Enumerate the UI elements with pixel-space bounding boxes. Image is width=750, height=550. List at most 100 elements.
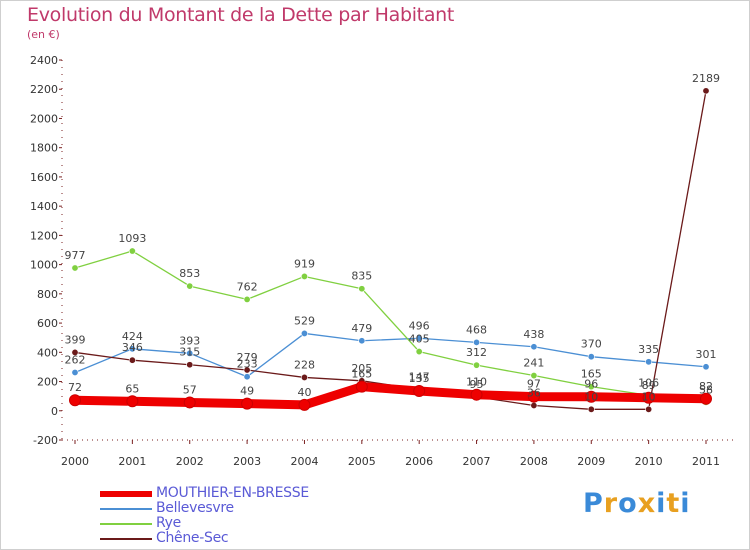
- logo-letter: i: [656, 488, 667, 519]
- y-tick-label: 2000: [30, 112, 58, 125]
- data-point: [587, 353, 595, 361]
- data-label: 65: [125, 382, 139, 395]
- data-point: [358, 337, 366, 345]
- legend-item-bellevesvre: Bellevesvre: [100, 501, 309, 516]
- legend-swatch-mouthier: [100, 490, 152, 497]
- plot-area: [62, 60, 735, 440]
- data-point: [128, 247, 136, 255]
- data-label: 496: [409, 319, 430, 332]
- data-label: 228: [294, 358, 315, 371]
- x-tick-label: 2000: [61, 455, 89, 468]
- logo-letter: i: [680, 488, 691, 519]
- data-point: [300, 272, 308, 280]
- data-point: [243, 366, 251, 374]
- data-label: 262: [65, 353, 86, 366]
- data-point: [300, 329, 308, 337]
- legend-swatch-rye: [100, 522, 152, 525]
- data-point: [415, 348, 423, 356]
- data-point: [243, 295, 251, 303]
- data-label: 370: [581, 338, 602, 351]
- data-point: [700, 392, 712, 405]
- legend-item-chene-sec: Chêne-Sec: [100, 531, 309, 546]
- data-point: [413, 385, 426, 398]
- legend-item-mouthier: MOUTHIER-EN-BRESSE: [100, 486, 309, 501]
- data-point: [473, 361, 481, 369]
- data-label: 346: [122, 341, 143, 354]
- legend-label-rye: Rye: [156, 515, 181, 531]
- data-label: 165: [581, 368, 602, 381]
- data-point: [186, 282, 194, 290]
- data-label: 762: [237, 280, 258, 293]
- legend-item-rye: Rye: [100, 516, 309, 531]
- legend-label-mouthier: MOUTHIER-EN-BRESSE: [156, 485, 309, 501]
- x-tick-label: 2007: [463, 455, 491, 468]
- data-label: 2189: [692, 72, 720, 85]
- data-point: [128, 356, 136, 364]
- data-label: 95: [470, 378, 484, 391]
- y-tick-label: 0: [51, 405, 58, 418]
- x-tick-label: 2011: [692, 455, 720, 468]
- chart-title: Evolution du Montant de la Dette par Hab…: [27, 4, 455, 26]
- logo-letter: t: [666, 488, 681, 519]
- data-label: 241: [523, 357, 544, 370]
- logo-letter: r: [603, 488, 619, 519]
- data-label: 205: [351, 362, 372, 375]
- data-label: 853: [179, 267, 200, 280]
- data-label: 135: [409, 372, 430, 385]
- data-label: 424: [122, 330, 143, 343]
- y-tick-label: 200: [37, 376, 58, 389]
- data-point: [71, 264, 79, 272]
- data-point: [71, 348, 79, 356]
- data-point: [183, 396, 196, 409]
- y-tick-label: 2200: [30, 83, 58, 96]
- legend-label-chene-sec: Chêne-Sec: [156, 530, 229, 546]
- y-tick-label: 600: [37, 317, 58, 330]
- series-line-2: [74, 250, 707, 403]
- data-point: [587, 405, 595, 413]
- x-tick-label: 2002: [176, 455, 204, 468]
- data-label: 165: [351, 368, 372, 381]
- y-tick-label: 1400: [30, 200, 58, 213]
- y-tick-label: 1200: [30, 229, 58, 242]
- data-label: 96: [584, 378, 598, 391]
- data-point: [645, 405, 653, 413]
- data-label: 315: [179, 346, 200, 359]
- data-label: 405: [409, 333, 430, 346]
- data-label: 479: [351, 322, 372, 335]
- x-tick-label: 2005: [348, 455, 376, 468]
- data-point: [71, 368, 79, 376]
- data-point: [415, 334, 423, 342]
- data-point: [473, 338, 481, 346]
- data-point: [186, 361, 194, 369]
- data-point: [186, 349, 194, 357]
- legend-label-bellevesvre: Bellevesvre: [156, 500, 234, 516]
- x-tick-label: 2008: [520, 455, 548, 468]
- chart-subtitle: (en €): [27, 28, 60, 41]
- y-tick-label: 2400: [30, 54, 58, 67]
- x-tick-label: 2010: [635, 455, 663, 468]
- data-point: [642, 391, 655, 404]
- data-point: [358, 285, 366, 293]
- legend: MOUTHIER-EN-BRESSE Bellevesvre Rye Chêne…: [100, 486, 309, 546]
- data-label: 1093: [118, 232, 146, 245]
- data-label: 72: [68, 381, 82, 394]
- series-line-0: [70, 382, 711, 410]
- data-label: 233: [237, 358, 258, 371]
- data-label: 279: [237, 351, 258, 364]
- x-tick-label: 2001: [118, 455, 146, 468]
- y-tick-label: 1600: [30, 171, 58, 184]
- y-tick-label: 800: [37, 288, 58, 301]
- data-point: [470, 388, 483, 401]
- x-tick-label: 2004: [290, 455, 318, 468]
- y-tick-label: 400: [37, 346, 58, 359]
- series-line-1: [74, 332, 707, 378]
- logo-letter: P: [583, 488, 604, 519]
- data-point: [530, 402, 538, 410]
- data-point: [585, 390, 598, 403]
- data-label: 529: [294, 314, 315, 327]
- data-point: [128, 345, 136, 353]
- logo-letter: o: [618, 488, 638, 519]
- data-label: 301: [696, 348, 717, 361]
- data-point: [355, 380, 368, 393]
